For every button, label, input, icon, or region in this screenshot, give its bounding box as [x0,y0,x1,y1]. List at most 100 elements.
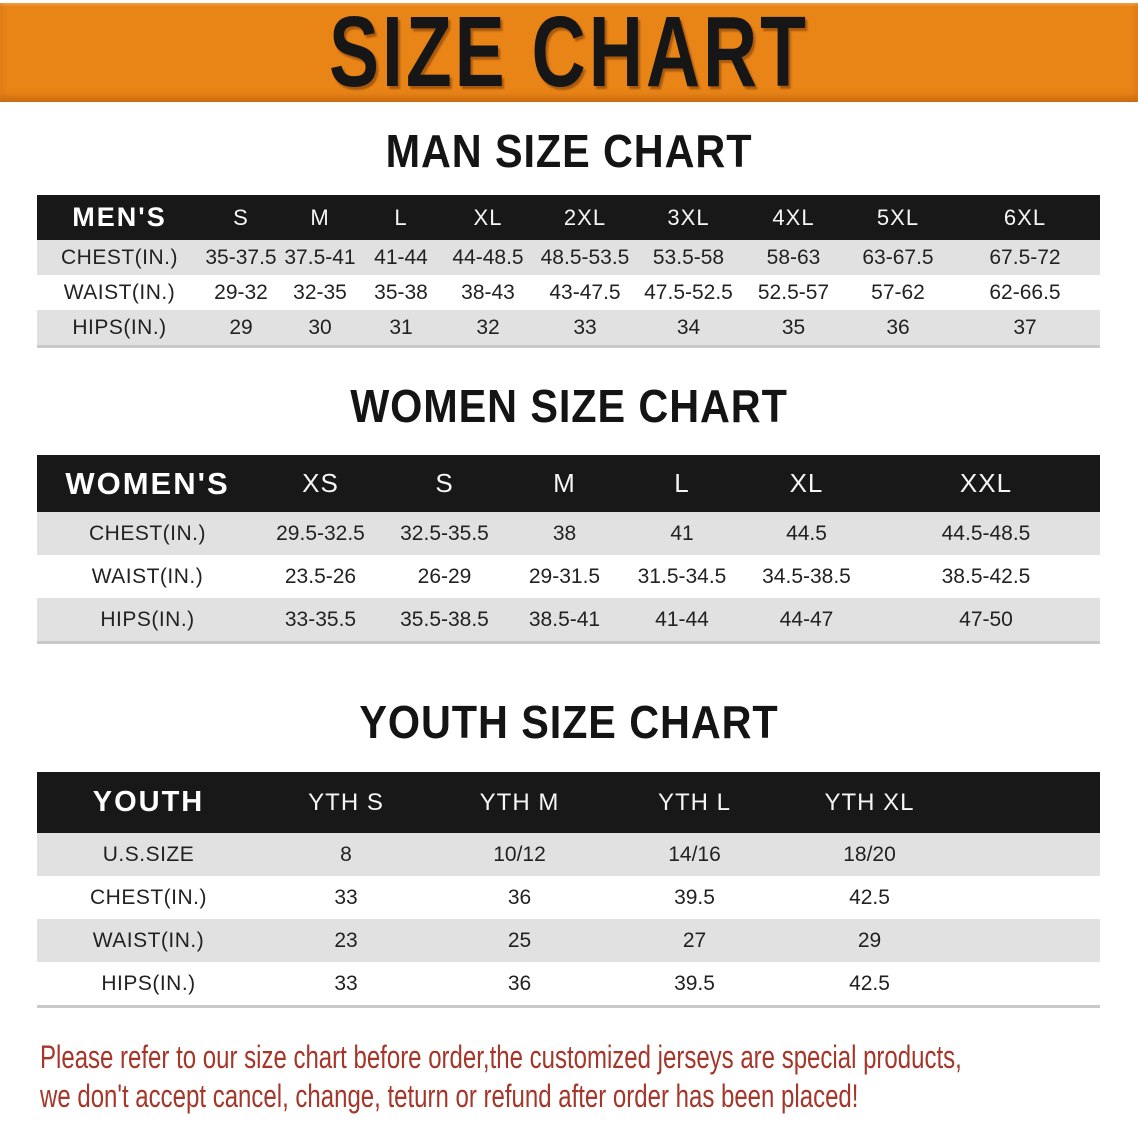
women-table-title: WOMEN'S [37,455,258,512]
value-cell: 29 [782,919,957,962]
value-cell: 37 [950,310,1100,347]
size-header-cell: S [383,455,506,512]
men-table-title: MEN'S [37,195,202,240]
size-header-cell: M [280,195,360,240]
value-cell: 23 [260,919,432,962]
value-cell: 32.5-35.5 [383,512,506,555]
size-header-cell: YTH L [607,772,782,833]
value-cell: 43-47.5 [534,275,636,310]
banner-title: SIZE CHART [329,0,809,108]
value-cell: 33 [260,962,432,1007]
value-cell: 34.5-38.5 [741,555,872,598]
size-header-cell: 6XL [950,195,1100,240]
women-waist-row: WAIST(IN.) 23.5-26 26-29 29-31.5 31.5-34… [37,555,1100,598]
size-header-cell: XL [442,195,534,240]
size-header-cell: XS [258,455,383,512]
value-cell: 27 [607,919,782,962]
men-chest-row: CHEST(IN.) 35-37.5 37.5-41 41-44 44-48.5… [37,240,1100,275]
row-label-cell: HIPS(IN.) [37,962,260,1007]
value-cell: 37.5-41 [280,240,360,275]
value-cell: 32 [442,310,534,347]
value-cell: 36 [432,876,607,919]
row-label-cell: CHEST(IN.) [37,240,202,275]
value-cell: 35.5-38.5 [383,598,506,643]
value-cell: 39.5 [607,876,782,919]
men-waist-row: WAIST(IN.) 29-32 32-35 35-38 38-43 43-47… [37,275,1100,310]
value-cell: 8 [260,833,432,876]
value-cell: 39.5 [607,962,782,1007]
filler-cell [957,962,1100,1007]
size-header-cell: L [360,195,442,240]
value-cell: 29-32 [202,275,280,310]
filler-cell [957,876,1100,919]
youth-header-row: YOUTH YTH S YTH M YTH L YTH XL [37,772,1100,833]
youth-size-table: YOUTH YTH S YTH M YTH L YTH XL U.S.SIZE … [37,772,1100,1008]
youth-section: YOUTH SIZE CHART YOUTH YTH S YTH M YTH L… [0,696,1138,1008]
men-section: MAN SIZE CHART MEN'S S M L XL 2XL 3XL 4X… [0,125,1138,348]
row-label-cell: WAIST(IN.) [37,275,202,310]
row-label-cell: WAIST(IN.) [37,919,260,962]
value-cell: 35-38 [360,275,442,310]
size-chart-banner: SIZE CHART [0,0,1138,108]
size-header-cell: XL [741,455,872,512]
filler-cell [957,919,1100,962]
value-cell: 25 [432,919,607,962]
value-cell: 38 [506,512,623,555]
value-cell: 41-44 [360,240,442,275]
value-cell: 53.5-58 [636,240,741,275]
size-header-cell: L [623,455,741,512]
men-size-table: MEN'S S M L XL 2XL 3XL 4XL 5XL 6XL CHEST… [37,195,1100,348]
value-cell: 44.5 [741,512,872,555]
value-cell: 10/12 [432,833,607,876]
value-cell: 34 [636,310,741,347]
value-cell: 29 [202,310,280,347]
value-cell: 44-48.5 [442,240,534,275]
women-heading: WOMEN SIZE CHART [350,380,788,432]
youth-heading: YOUTH SIZE CHART [359,696,779,748]
youth-waist-row: WAIST(IN.) 23 25 27 29 [37,919,1100,962]
youth-ussize-row: U.S.SIZE 8 10/12 14/16 18/20 [37,833,1100,876]
value-cell: 31.5-34.5 [623,555,741,598]
youth-hips-row: HIPS(IN.) 33 36 39.5 42.5 [37,962,1100,1007]
value-cell: 38.5-42.5 [872,555,1100,598]
value-cell: 31 [360,310,442,347]
size-header-cell: YTH S [260,772,432,833]
value-cell: 33 [260,876,432,919]
value-cell: 35-37.5 [202,240,280,275]
value-cell: 26-29 [383,555,506,598]
filler-cell [957,833,1100,876]
women-hips-row: HIPS(IN.) 33-35.5 35.5-38.5 38.5-41 41-4… [37,598,1100,643]
value-cell: 62-66.5 [950,275,1100,310]
women-section: WOMEN SIZE CHART WOMEN'S XS S M L XL XXL… [0,380,1138,644]
value-cell: 38.5-41 [506,598,623,643]
size-header-cell: M [506,455,623,512]
row-label-cell: U.S.SIZE [37,833,260,876]
value-cell: 29-31.5 [506,555,623,598]
value-cell: 48.5-53.5 [534,240,636,275]
value-cell: 44-47 [741,598,872,643]
value-cell: 42.5 [782,876,957,919]
size-header-cell: XXL [872,455,1100,512]
value-cell: 38-43 [442,275,534,310]
size-header-cell: 4XL [741,195,846,240]
value-cell: 33 [534,310,636,347]
value-cell: 41 [623,512,741,555]
size-header-cell: YTH XL [782,772,957,833]
men-heading: MAN SIZE CHART [385,125,753,177]
value-cell: 23.5-26 [258,555,383,598]
row-label-cell: CHEST(IN.) [37,876,260,919]
value-cell: 36 [432,962,607,1007]
value-cell: 67.5-72 [950,240,1100,275]
value-cell: 35 [741,310,846,347]
value-cell: 30 [280,310,360,347]
women-header-row: WOMEN'S XS S M L XL XXL [37,455,1100,512]
value-cell: 29.5-32.5 [258,512,383,555]
size-header-cell: S [202,195,280,240]
value-cell: 52.5-57 [741,275,846,310]
value-cell: 63-67.5 [846,240,950,275]
footer-line-2: we don't accept cancel, change, teturn o… [40,1078,859,1114]
value-cell: 14/16 [607,833,782,876]
youth-chest-row: CHEST(IN.) 33 36 39.5 42.5 [37,876,1100,919]
row-label-cell: HIPS(IN.) [37,598,258,643]
value-cell: 32-35 [280,275,360,310]
